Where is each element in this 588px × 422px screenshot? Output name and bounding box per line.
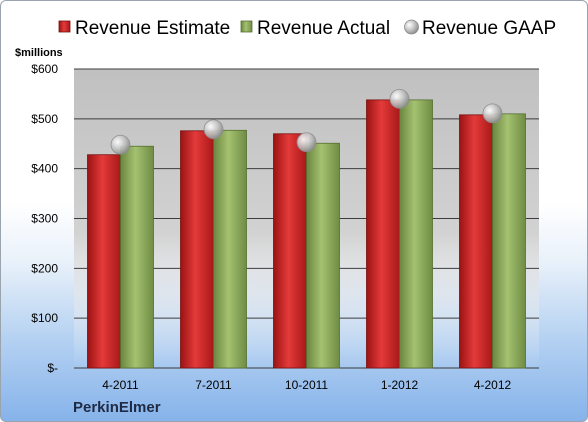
legend-label: Revenue GAAP: [422, 18, 556, 39]
y-tick-label: $600: [31, 62, 58, 76]
legend-swatch: [58, 20, 71, 33]
bar-revenue-estimate: [273, 133, 307, 369]
y-tick-label: $300: [31, 212, 58, 226]
marker-revenue-gaap: [203, 119, 224, 140]
y-tick-label: $500: [31, 112, 58, 126]
y-tick-label: $-: [47, 361, 58, 375]
bar-revenue-estimate: [459, 114, 493, 369]
bar-revenue-estimate: [180, 130, 214, 369]
company-name: PerkinElmer: [73, 399, 161, 416]
bar-revenue-estimate: [366, 99, 400, 369]
x-tick-label: 4-2011: [102, 378, 139, 392]
legend-swatch: [404, 19, 419, 35]
x-tick-label: 1-2012: [381, 378, 419, 392]
legend-swatch: [240, 20, 253, 33]
bar-revenue-actual: [492, 113, 526, 369]
y-tick-label: $200: [31, 261, 58, 275]
legend-label: Revenue Estimate: [75, 18, 230, 39]
y-tick-label: $100: [31, 311, 58, 325]
x-tick-label: 4-2012: [474, 378, 512, 392]
x-tick-label: 10-2011: [285, 378, 328, 392]
y-tick-label: $400: [31, 162, 58, 176]
marker-revenue-gaap: [389, 89, 410, 109]
marker-revenue-gaap: [110, 134, 131, 155]
bar-revenue-actual: [306, 142, 340, 369]
marker-revenue-gaap: [482, 103, 503, 124]
marker-revenue-gaap: [296, 132, 317, 153]
bar-revenue-actual: [120, 145, 154, 369]
legend-label: Revenue Actual: [257, 18, 390, 39]
y-axis-unit-label: $millions: [15, 47, 63, 59]
bar-revenue-actual: [399, 99, 433, 369]
x-tick-label: 7-2011: [195, 378, 232, 392]
bar-revenue-estimate: [87, 154, 121, 369]
bar-revenue-actual: [213, 129, 247, 369]
